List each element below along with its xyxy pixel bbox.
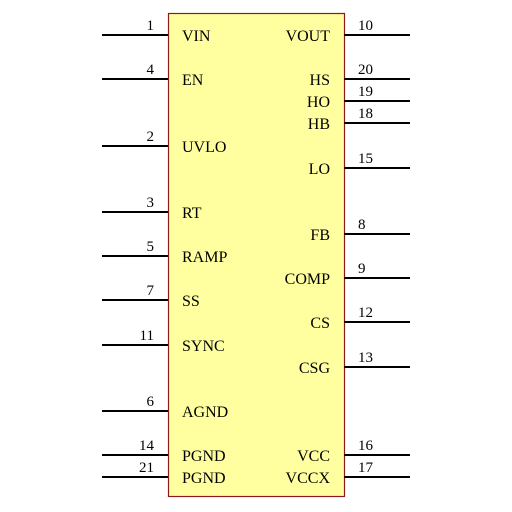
pin-12: 12 CS <box>310 305 410 332</box>
left-pin-group: 1 VIN 4 EN 2 UVLO 3 RT 5 RAMP 7 SS 11 SYNC 6 AGND 14 PGND… <box>102 18 228 487</box>
pin-name-fb: FB <box>310 227 330 244</box>
pin-name-cs: CS <box>310 315 330 332</box>
pin-8: 8 FB <box>310 217 410 244</box>
pin-name-vout: VOUT <box>286 28 331 45</box>
pin-9: 9 COMP <box>285 261 410 288</box>
pin-6: 6 AGND <box>102 394 228 421</box>
pin-name-pgnd: PGND <box>182 448 226 465</box>
pin-number-label: 11 <box>140 328 154 344</box>
pin-number-label: 13 <box>358 350 373 366</box>
pin-number-label: 3 <box>147 195 155 211</box>
pin-name-vccx: VCCX <box>286 470 331 487</box>
pin-number-label: 8 <box>358 217 366 233</box>
pin-19: 19 HO <box>307 84 410 111</box>
pin-name-vin: VIN <box>182 28 211 45</box>
pin-16: 16 VCC <box>297 438 410 465</box>
pin-3: 3 RT <box>102 195 202 222</box>
pin-17: 17 VCCX <box>286 460 410 487</box>
pin-number-label: 4 <box>147 62 155 78</box>
pin-11: 11 SYNC <box>102 328 225 355</box>
pin-name-sync: SYNC <box>182 338 225 355</box>
pin-number-label: 12 <box>358 305 373 321</box>
pin-name-hb: HB <box>308 116 330 133</box>
pin-name-pgnd: PGND <box>182 470 226 487</box>
pin-number-label: 2 <box>147 129 155 145</box>
pin-21: 21 PGND <box>102 460 226 487</box>
pin-name-en: EN <box>182 72 204 89</box>
pin-14: 14 PGND <box>102 438 226 465</box>
pin-number-label: 18 <box>358 106 373 122</box>
pin-number-label: 6 <box>147 394 155 410</box>
pin-number-label: 14 <box>139 438 155 454</box>
pin-number-label: 19 <box>358 84 373 100</box>
ic-body <box>167 12 346 498</box>
pin-number-label: 17 <box>358 460 374 476</box>
pin-number-label: 9 <box>358 261 366 277</box>
pin-name-agnd: AGND <box>182 404 228 421</box>
pin-name-ho: HO <box>307 94 330 111</box>
pin-number-label: 21 <box>139 460 154 476</box>
pin-number-label: 10 <box>358 18 373 34</box>
pin-number-label: 7 <box>147 283 155 299</box>
pin-number-label: 1 <box>147 18 155 34</box>
pin-number-label: 5 <box>147 239 155 255</box>
pin-7: 7 SS <box>102 283 200 310</box>
pin-name-ss: SS <box>182 293 200 310</box>
pin-number-label: 16 <box>358 438 374 454</box>
pin-1: 1 VIN <box>102 18 211 45</box>
pin-18: 18 HB <box>308 106 410 133</box>
pin-10: 10 VOUT <box>286 18 410 45</box>
pin-4: 4 EN <box>102 62 204 89</box>
pin-name-ramp: RAMP <box>182 249 227 266</box>
pin-name-csg: CSG <box>299 360 331 377</box>
pin-13: 13 CSG <box>299 350 410 377</box>
pin-number-label: 20 <box>358 62 373 78</box>
right-pin-group: 10VOUT20HS19HO18HB15LO8FB9COMP12CS13CSG1… <box>285 18 410 487</box>
pin-2: 2 UVLO <box>102 129 226 156</box>
pin-name-hs: HS <box>310 72 330 89</box>
pin-number-label: 15 <box>358 151 373 167</box>
pin-name-rt: RT <box>182 205 202 222</box>
pin-5: 5 RAMP <box>102 239 227 266</box>
pin-name-uvlo: UVLO <box>182 139 226 156</box>
pin-name-comp: COMP <box>285 271 330 288</box>
pin-15: 15 LO <box>309 151 410 178</box>
pin-name-vcc: VCC <box>297 448 330 465</box>
pin-20: 20 HS <box>310 62 410 89</box>
pin-name-lo: LO <box>309 161 330 178</box>
